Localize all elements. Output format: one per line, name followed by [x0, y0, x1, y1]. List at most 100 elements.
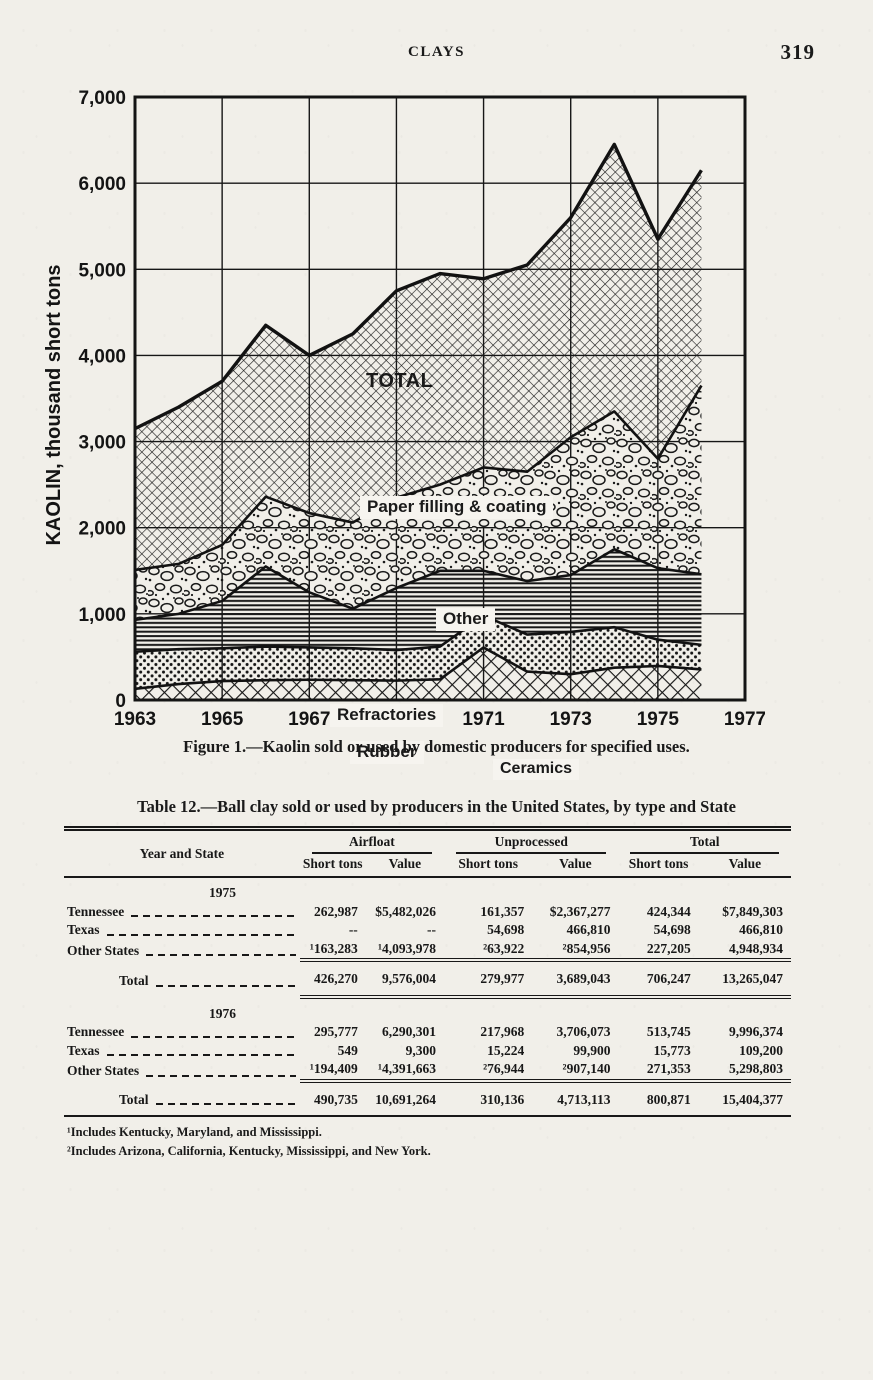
year-cell: 1975 [209, 885, 236, 900]
y-tick-label: 1,000 [78, 605, 126, 626]
state-label-cell: Other States [64, 940, 300, 961]
value-cell: -- [348, 922, 358, 938]
value-cell: 109,200 [739, 1042, 783, 1058]
value-cell: ¹194,409 [299, 1060, 366, 1083]
dash-leader [155, 1103, 296, 1106]
value-cell: 9,300 [405, 1042, 437, 1058]
state-label-cell: Tennessee [64, 903, 300, 922]
x-tick-label: 1965 [201, 709, 244, 730]
col-group-total: Total [618, 829, 791, 854]
y-tick-label: 6,000 [78, 174, 126, 195]
value-cell: ²854,956 [532, 939, 619, 963]
state-label-cell: Texas [64, 921, 300, 940]
col-group-unprocessed-label: Unprocessed [456, 834, 607, 854]
y-axis-title: KAOLIN, thousand short tons [43, 264, 65, 545]
value-cell: 549 [337, 1042, 358, 1058]
value-cell: $2,367,277 [549, 903, 611, 919]
running-head: CLAYS [408, 44, 465, 60]
figure-caption: Figure 1.—Kaolin sold or used by domesti… [183, 737, 690, 756]
state-label-cell: Texas [64, 1042, 300, 1061]
total-value-cell: 706,247 [618, 960, 699, 999]
dash-leader [155, 984, 296, 987]
total-row: Total 490,735 10,691,264 310,136 4,713,113 80… [64, 1081, 791, 1117]
col-group-unprocessed: Unprocessed [444, 829, 618, 854]
col-header-unprocessed-short-tons: Short tons [458, 856, 518, 871]
value-cell: 161,357 [480, 903, 525, 919]
value-cell: ¹4,093,978 [365, 939, 445, 963]
row-label: Other States [67, 1063, 140, 1079]
col-group-total-label: Total [630, 834, 779, 854]
table-row: Other States ¹194,409 ¹4,391,663 ²76,944 ²90… [64, 1060, 791, 1083]
x-tick-label: 1977 [724, 709, 765, 730]
y-tick-label: 5,000 [78, 260, 126, 281]
table-footnotes: ¹Includes Kentucky, Maryland, and Missis… [64, 1123, 791, 1159]
value-cell: 271,353 [618, 1060, 699, 1083]
table-12: Year and State Airfloat Unprocessed Tota… [64, 826, 791, 1118]
value-cell: 99,900 [573, 1042, 611, 1058]
year-row: 1976 [64, 997, 791, 1024]
total-value-cell: 13,265,047 [698, 960, 791, 999]
value-cell: ²76,944 [444, 1060, 533, 1083]
col-header-unprocessed-value: Value [559, 856, 592, 871]
series-label-other: Other [436, 608, 496, 631]
value-cell: ¹163,283 [299, 939, 366, 963]
value-cell: $5,482,026 [375, 903, 437, 919]
value-cell: 295,777 [313, 1024, 358, 1040]
series-label-rubber: Rubber [350, 741, 424, 764]
state-label-cell: Other States [64, 1060, 300, 1081]
series-label-refractories: Refractories [330, 704, 444, 727]
value-cell: 5,298,803 [698, 1060, 791, 1083]
value-cell: ²907,140 [532, 1060, 619, 1083]
footnote-1: ¹Includes Kentucky, Maryland, and Missis… [67, 1125, 322, 1140]
value-cell: 513,745 [646, 1024, 691, 1040]
series-boundary-line [134, 384, 703, 572]
table-row: Tennessee 262,987 $5,482,026 161,357 $2,367,… [64, 903, 791, 922]
x-tick-label: 1967 [288, 709, 330, 730]
y-tick-label: 2,000 [78, 519, 126, 540]
total-line [134, 142, 703, 431]
value-cell: 54,698 [487, 922, 525, 938]
kaolin-stacked-area-chart: 7,000 6,000 5,000 4,000 3,000 2,000 1,000 01963… [43, 88, 766, 730]
table-row: Texas -- -- 54,698 466,810 54,698 466,810 [64, 921, 791, 940]
x-tick-label: 1973 [550, 709, 592, 730]
value-cell: 3,706,073 [556, 1024, 611, 1040]
total-value-cell: 279,977 [444, 960, 533, 999]
dash-leader [106, 933, 296, 936]
dash-leader [146, 954, 296, 957]
row-label: Tennessee [67, 1024, 125, 1040]
col-header-airfloat-short-tons: Short tons [302, 856, 363, 871]
col-header-total-short-tons: Short tons [628, 856, 689, 871]
area-refractories [135, 549, 702, 652]
total-value-cell: 4,713,113 [557, 1091, 611, 1107]
year-row: 1975 [64, 877, 791, 903]
row-label: Total [119, 1091, 149, 1107]
year-cell: 1976 [209, 1005, 236, 1021]
total-row: Total 426,270 9,576,004 279,977 3,689,043 706… [64, 960, 791, 999]
y-tick-label: 0 [115, 691, 126, 712]
row-label: Texas [67, 922, 100, 938]
value-cell: ²63,922 [444, 939, 533, 963]
ball-clay-table: Year and State Airfloat Unprocessed Tota… [64, 826, 791, 1160]
table-row: Tennessee 295,777 6,290,301 217,968 3,706,07… [64, 1023, 791, 1042]
total-value-cell: 490,735 [313, 1091, 358, 1107]
value-cell: 424,344 [646, 903, 691, 919]
value-cell: 466,810 [739, 922, 783, 938]
series-label-total: TOTAL [366, 370, 434, 392]
dash-leader [131, 1035, 296, 1038]
value-cell: ¹4,391,663 [365, 1060, 445, 1083]
value-cell: 15,773 [653, 1042, 691, 1058]
value-cell: 217,968 [480, 1024, 525, 1040]
state-label-cell: Tennessee [64, 1023, 300, 1042]
total-value-cell: 15,404,377 [722, 1091, 783, 1107]
value-cell: 54,698 [653, 922, 691, 938]
total-value-cell: 800,871 [646, 1091, 691, 1107]
page-number: 319 [780, 40, 815, 64]
series-boundary-line [134, 547, 702, 622]
total-value-cell: 310,136 [480, 1091, 525, 1107]
y-tick-label: 3,000 [78, 433, 126, 454]
series-label-ceramics: Ceramics [493, 759, 580, 780]
value-cell: 227,205 [618, 939, 699, 963]
series-boundary-line [134, 614, 702, 654]
area-ceramics [135, 647, 702, 700]
table-body: 1975 Tennessee 262,987 $5,482,026 161,357 $2,… [64, 877, 791, 1116]
